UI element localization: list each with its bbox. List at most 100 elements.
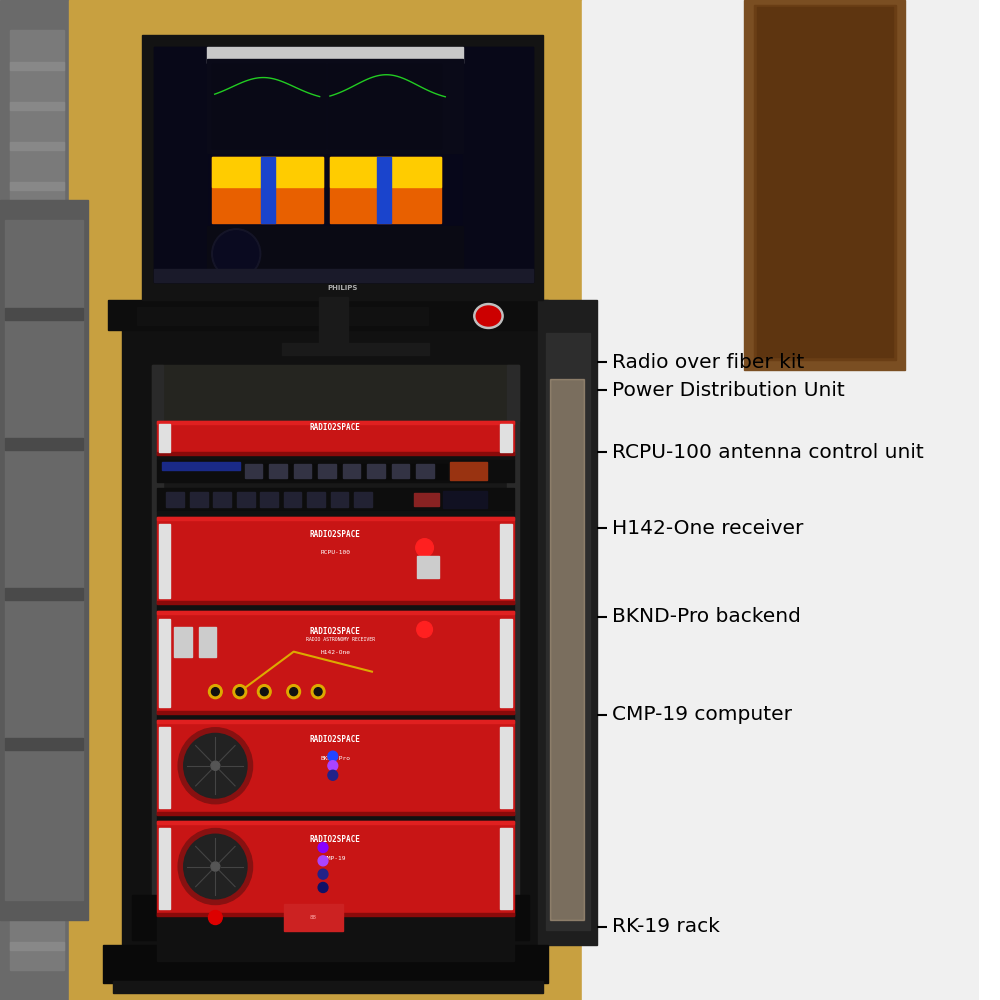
Bar [5,738,83,750]
Bar [113,981,543,993]
Bar [377,157,391,223]
Circle shape [209,685,222,699]
Bar [237,492,255,507]
Bar [166,492,184,507]
Text: RADIO ASTRONOMY RECEIVER: RADIO ASTRONOMY RECEIVER [306,637,375,642]
Bar [157,611,514,714]
Bar [343,464,360,478]
Bar [157,452,514,455]
Bar [10,382,64,390]
Circle shape [212,229,261,279]
Bar [159,727,170,808]
Bar [174,627,192,657]
Bar [10,302,64,310]
Bar [159,424,170,452]
Circle shape [211,862,220,871]
Bar [10,262,64,270]
Text: RCPU-100 antenna control unit: RCPU-100 antenna control unit [612,442,924,462]
Bar [157,821,514,916]
Bar [159,828,170,909]
Bar [354,492,372,507]
Bar [152,365,519,925]
Bar [157,517,514,604]
Bar [10,142,64,150]
Bar [10,30,64,970]
Bar [157,812,514,815]
Bar [5,588,83,600]
Circle shape [233,685,247,699]
Circle shape [328,770,338,780]
Text: CMP-19: CMP-19 [324,856,347,861]
Bar [122,330,538,945]
Bar [10,582,64,590]
Text: 88: 88 [310,915,317,920]
Bar [157,604,514,611]
Bar [10,422,64,430]
Bar [157,821,514,824]
Bar [10,822,64,830]
Text: RADIO2SPACE: RADIO2SPACE [310,423,361,432]
Text: RADIO2SPACE: RADIO2SPACE [310,530,361,539]
Bar [157,720,514,723]
Bar [754,5,896,360]
Bar [757,7,893,357]
Bar [154,269,533,282]
Bar [307,492,325,507]
Bar [392,464,409,478]
Bar [69,0,656,1000]
Circle shape [211,761,220,770]
Bar [10,662,64,670]
Circle shape [178,829,253,905]
Bar [162,462,240,470]
Bar [331,492,348,507]
Bar [142,35,543,300]
Bar [0,0,88,1000]
Bar [245,464,262,478]
Bar [199,627,216,657]
Text: PHILIPS: PHILIPS [327,285,358,291]
Bar [330,157,441,187]
Circle shape [417,621,432,637]
Bar [500,424,512,452]
Bar [328,64,441,148]
Bar [137,307,428,325]
Text: H142-One: H142-One [320,650,350,655]
Bar [318,464,336,478]
Text: RADIO2SPACE: RADIO2SPACE [310,835,361,844]
Bar [108,300,548,330]
Bar [10,862,64,870]
Bar [269,464,287,478]
Bar [157,720,514,815]
Circle shape [318,842,328,852]
Bar [538,300,597,945]
Bar [10,542,64,550]
Bar [10,782,64,790]
Bar [157,601,514,604]
Bar [152,365,163,925]
Bar [507,365,519,925]
Bar [10,102,64,110]
Bar [103,945,548,983]
Bar [5,220,83,900]
Circle shape [257,685,271,699]
Bar [157,711,514,714]
Bar [157,488,514,511]
Bar [744,0,905,370]
Bar [500,524,512,598]
Bar [294,464,311,478]
Circle shape [214,231,259,277]
Bar [157,455,514,460]
Bar [260,492,278,507]
Bar [152,365,519,421]
Bar [10,622,64,630]
Bar [159,619,170,707]
Bar [284,492,301,507]
Circle shape [236,688,244,696]
Bar [546,333,590,930]
Text: RCPU-100: RCPU-100 [320,550,350,555]
Bar [414,493,439,506]
Bar [319,297,348,345]
Bar [10,222,64,230]
Bar [213,492,231,507]
Circle shape [314,688,322,696]
